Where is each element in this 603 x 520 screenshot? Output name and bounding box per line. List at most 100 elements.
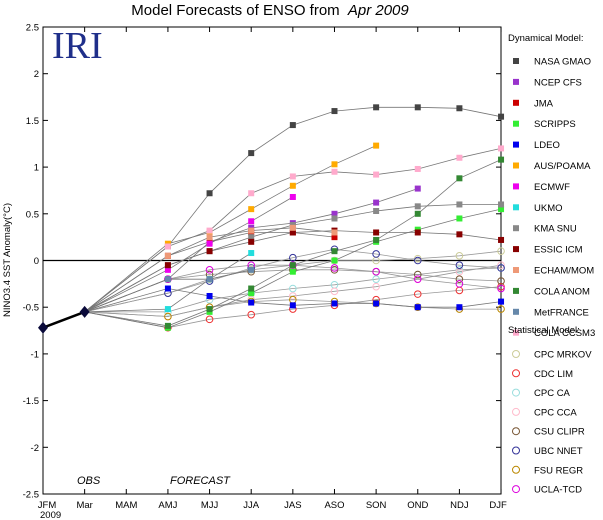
- series-echam-mom: [84, 224, 338, 313]
- chart-title: Model Forecasts of ENSO from Apr 2009: [131, 2, 409, 19]
- data-point-square: [373, 142, 380, 149]
- data-point-square: [373, 236, 380, 243]
- series-ecmwf: [84, 193, 296, 313]
- legend-label: COLA CCSM3: [534, 328, 595, 339]
- legend-marker-square: [513, 308, 519, 315]
- data-point-square: [206, 276, 213, 283]
- data-point-square: [456, 215, 463, 222]
- data-point-square: [331, 234, 338, 241]
- data-point-square: [289, 224, 296, 231]
- data-point-square: [289, 262, 296, 269]
- legend-marker-circle: [512, 485, 520, 494]
- data-point-circle: [330, 287, 339, 296]
- series-nasa-gmao: [84, 104, 505, 313]
- legend-label: CDC LIM: [534, 369, 573, 380]
- legend-label: CSU CLIPR: [534, 427, 585, 438]
- legend-label: ECHAM/MOM: [534, 266, 594, 277]
- series-line: [84, 248, 502, 313]
- legend-label: NCEP CFS: [534, 77, 582, 88]
- legend-marker-circle: [512, 369, 520, 378]
- chart-title-main: Model Forecasts of ENSO from: [131, 2, 339, 19]
- y-tick-label: -0.5: [23, 303, 39, 314]
- legend-marker-square: [513, 287, 519, 294]
- y-axis-title: NINO3.4 SST Anomaly(°C): [2, 203, 13, 317]
- data-point-square: [164, 276, 171, 283]
- data-point-square: [164, 243, 171, 250]
- legend-marker-square: [513, 329, 519, 336]
- legend-label: SCRIPPS: [534, 119, 576, 130]
- series-line: [84, 269, 252, 313]
- series-line: [84, 230, 502, 313]
- legend-marker-circle: [512, 388, 520, 397]
- data-point-square: [206, 190, 213, 197]
- y-tick-label: 1.5: [26, 116, 39, 127]
- series-line: [84, 159, 502, 327]
- x-tick-label: OND: [407, 500, 428, 511]
- legend-label: NASA GMAO: [534, 57, 591, 68]
- data-point-circle: [330, 256, 339, 265]
- data-point-square: [498, 298, 505, 305]
- data-point-square: [373, 199, 380, 206]
- series-line: [84, 269, 502, 313]
- data-point-square: [498, 201, 505, 208]
- data-point-square: [248, 190, 255, 197]
- legend-dynamical-title: Dynamical Model:: [508, 33, 584, 44]
- data-point-square: [414, 185, 421, 192]
- legend-label: COLA ANOM: [534, 286, 590, 297]
- data-point-square: [456, 154, 463, 161]
- data-point-circle: [497, 264, 505, 272]
- series-line: [84, 148, 502, 313]
- legend-marker-square: [513, 183, 519, 190]
- series-line: [84, 106, 502, 313]
- legend: Dynamical Model: NASA GMAO NCEP CFS JMA SCRI…: [508, 33, 595, 496]
- observed-point-diamond: [38, 321, 48, 334]
- data-point-square: [248, 227, 255, 234]
- data-point-square: [206, 306, 213, 313]
- legend-statistical-title: Statistical Model:: [508, 325, 580, 336]
- data-point-square: [289, 302, 296, 309]
- data-point-square: [373, 300, 380, 307]
- x-tick-label: AMJ: [158, 500, 177, 511]
- legend-label: JMA: [534, 98, 554, 109]
- data-point-circle: [205, 315, 214, 324]
- data-point-square: [498, 145, 505, 152]
- legend-label: UCLA-TCD: [534, 485, 582, 496]
- data-point-circle: [455, 280, 464, 288]
- series-line: [84, 267, 502, 313]
- iri-logo: IRI: [52, 25, 103, 67]
- legend-label: ECMWF: [534, 182, 570, 193]
- data-point-circle: [164, 312, 172, 321]
- data-point-square: [331, 257, 338, 264]
- series-observed: [38, 305, 90, 334]
- data-point-circle: [455, 275, 464, 283]
- data-point-square: [289, 193, 296, 200]
- x-year-label: 2009: [40, 510, 61, 520]
- series-line: [84, 299, 501, 317]
- data-point-square: [414, 210, 421, 217]
- data-point-square: [248, 150, 255, 157]
- series-cola-ccsm3: [84, 145, 505, 313]
- data-point-square: [206, 240, 213, 247]
- x-tick-label: SON: [366, 500, 387, 511]
- data-point-square: [414, 104, 421, 111]
- data-point-square: [206, 292, 213, 299]
- data-point-circle: [413, 270, 422, 279]
- series-line: [84, 264, 502, 313]
- data-point-square: [456, 304, 463, 311]
- data-point-circle: [413, 275, 422, 283]
- data-point-square: [164, 285, 171, 292]
- legend-marker-circle: [512, 465, 520, 474]
- forecast-label: FORECAST: [170, 475, 231, 487]
- series-line: [84, 250, 502, 313]
- series-layer: [38, 104, 505, 334]
- data-point-square: [164, 252, 171, 259]
- legend-label: KMA SNU: [534, 224, 577, 235]
- data-point-square: [373, 104, 380, 111]
- data-point-square: [331, 168, 338, 175]
- series-line: [84, 286, 502, 329]
- series-line: [84, 252, 252, 313]
- y-tick-label: 2: [34, 69, 39, 80]
- data-point-circle: [205, 266, 214, 274]
- legend-label: FSU REGR: [534, 465, 583, 476]
- legend-marker-square: [513, 225, 519, 232]
